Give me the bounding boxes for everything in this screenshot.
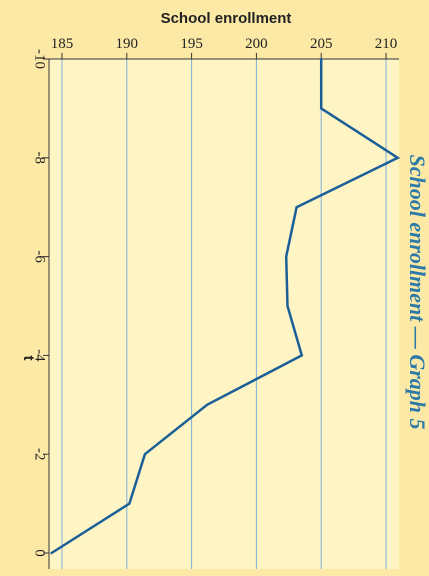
series-line: [50, 57, 401, 555]
plot-area: [49, 59, 399, 569]
axis-layer: 185 190 195 200 205 210 -10 -8 -6 -4 -2 0: [32, 36, 399, 569]
left-axis-tick-label: -8: [32, 152, 48, 165]
top-axis-tick-label: 195: [180, 36, 203, 52]
top-axis-tick-label: 205: [310, 36, 333, 52]
left-axis-tick-label: -2: [32, 448, 48, 461]
chart-title: School enrollment — Graph 5: [405, 154, 429, 429]
left-axis-tick-label: -6: [32, 250, 48, 263]
left-axis-tick-label: -10: [32, 49, 48, 69]
t-axis-title: t: [20, 356, 37, 361]
left-axis-tick-label: 0: [32, 549, 48, 557]
top-axis-tick-label: 210: [375, 36, 398, 52]
top-axis-tick-label: 185: [51, 36, 74, 52]
x-axis-title: School enrollment: [161, 10, 292, 27]
top-axis-tick-label: 190: [116, 36, 139, 52]
top-axis-tick-label: 200: [245, 36, 268, 52]
grid-layer: [61, 59, 387, 569]
left-axis-tick-label: -4: [32, 349, 48, 362]
